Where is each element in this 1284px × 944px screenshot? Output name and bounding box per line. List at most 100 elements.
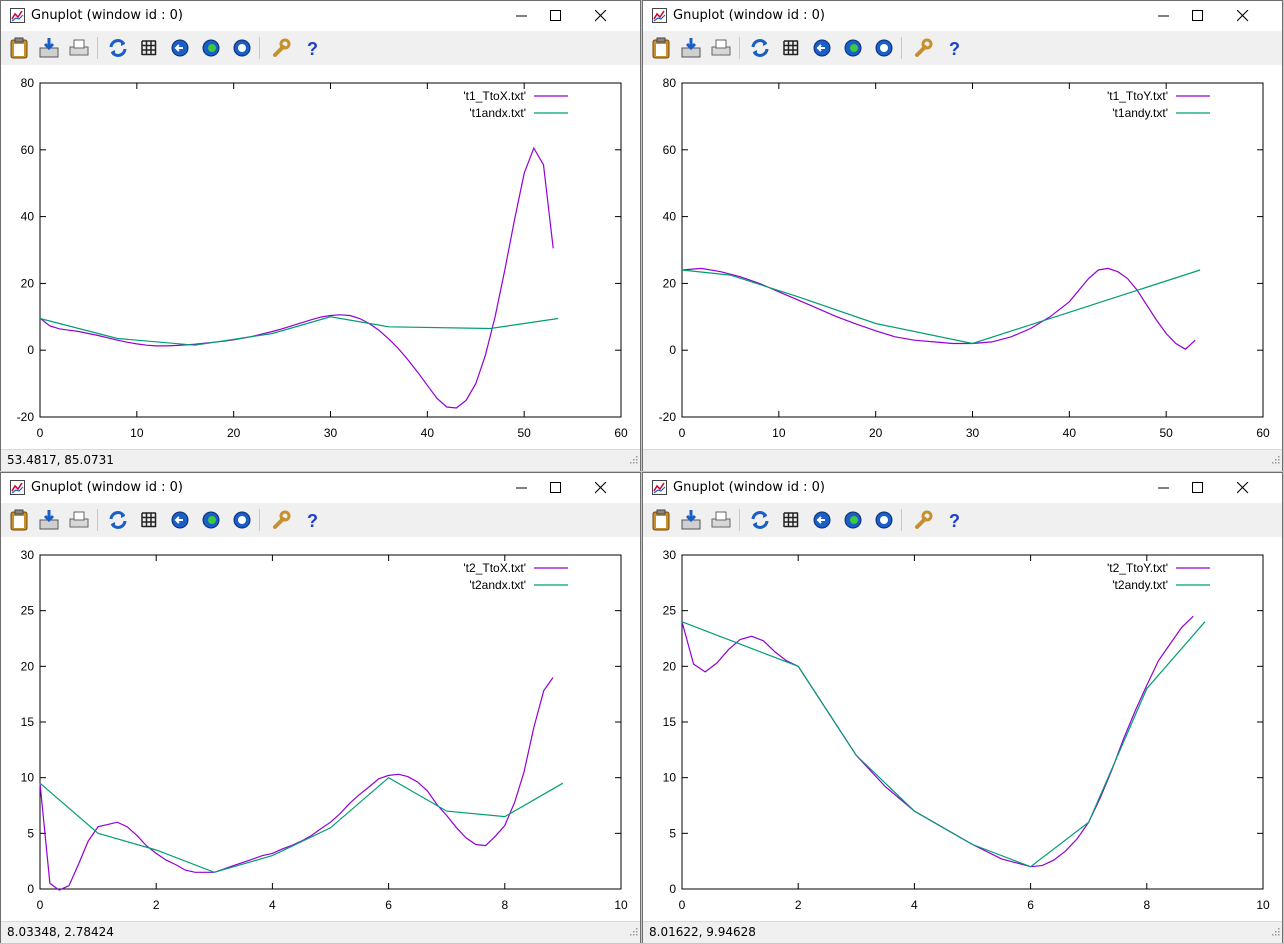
title-bar[interactable]: Gnuplot (window id : 0): [1, 1, 640, 31]
minimize-button[interactable]: [499, 1, 545, 31]
legend-label: 't1_TtoY.txt': [1107, 89, 1168, 103]
x-tick-label: 20: [869, 426, 883, 440]
print-button[interactable]: [67, 36, 91, 60]
options-wrench-button[interactable]: [911, 508, 935, 532]
zoom-next-button[interactable]: [199, 36, 223, 60]
print-icon: [69, 511, 89, 528]
resize-grip-icon[interactable]: [628, 923, 638, 941]
gnuplot-app-icon: [10, 8, 25, 23]
copy-clipboard-button[interactable]: [649, 508, 673, 532]
help-button[interactable]: ?: [942, 36, 966, 60]
resize-grip-icon[interactable]: [1270, 923, 1280, 941]
y-tick-label: 60: [663, 143, 677, 157]
maximize-button[interactable]: [533, 1, 579, 31]
y-tick-label: -20: [17, 410, 35, 424]
zoom-next-button[interactable]: [841, 508, 865, 532]
maximize-icon: [1192, 10, 1203, 21]
help-button[interactable]: ?: [300, 36, 324, 60]
refresh-button[interactable]: [748, 36, 772, 60]
resize-grip-icon[interactable]: [1270, 451, 1280, 469]
minimize-button[interactable]: [1141, 1, 1187, 31]
options-wrench-icon: [915, 510, 933, 529]
plot-area[interactable]: 0 2 4 6 8 10 0 5 10 15 20 25 30 't2_TtoY.txt' 't2andy.…: [643, 537, 1282, 921]
minimize-button[interactable]: [1141, 473, 1187, 503]
legend-label: 't1andx.txt': [469, 106, 526, 120]
refresh-icon: [109, 39, 127, 57]
x-tick-label: 60: [1256, 426, 1270, 440]
legend-label: 't1andy.txt': [1112, 106, 1168, 120]
svg-text:?: ?: [307, 511, 318, 531]
zoom-next-button[interactable]: [199, 508, 223, 532]
zoom-previous-button[interactable]: [168, 508, 192, 532]
plot-border: [681, 82, 1264, 418]
y-tick-label: -20: [659, 410, 677, 424]
y-tick-label: 80: [663, 76, 677, 90]
refresh-button[interactable]: [748, 508, 772, 532]
title-bar[interactable]: Gnuplot (window id : 0): [1, 473, 640, 503]
grid-button[interactable]: [137, 36, 161, 60]
series-line: [39, 677, 554, 891]
maximize-button[interactable]: [1175, 1, 1221, 31]
help-button[interactable]: ?: [942, 508, 966, 532]
replot-export-button[interactable]: [37, 508, 61, 532]
status-bar: 8.03348, 2.78424: [1, 921, 640, 943]
y-tick-label: 25: [21, 604, 35, 618]
options-wrench-button[interactable]: [911, 36, 935, 60]
grid-button[interactable]: [779, 36, 803, 60]
maximize-button[interactable]: [1175, 473, 1221, 503]
zoom-previous-button[interactable]: [810, 36, 834, 60]
status-bar: 8.01622, 9.94628: [643, 921, 1282, 943]
replot-export-icon: [39, 38, 59, 58]
window-title: Gnuplot (window id : 0): [31, 480, 183, 495]
x-tick-label: 4: [269, 898, 276, 912]
options-wrench-button[interactable]: [269, 36, 293, 60]
close-icon: [595, 482, 607, 494]
print-button[interactable]: [709, 508, 733, 532]
copy-clipboard-button[interactable]: [7, 508, 31, 532]
unzoom-button[interactable]: [872, 508, 896, 532]
x-tick-label: 40: [1063, 426, 1077, 440]
close-button[interactable]: [1220, 473, 1266, 503]
title-bar[interactable]: Gnuplot (window id : 0): [643, 473, 1282, 503]
y-tick-label: 30: [21, 548, 35, 562]
unzoom-button[interactable]: [230, 508, 254, 532]
replot-export-button[interactable]: [37, 36, 61, 60]
maximize-button[interactable]: [533, 473, 579, 503]
copy-clipboard-button[interactable]: [649, 36, 673, 60]
grid-button[interactable]: [779, 508, 803, 532]
grid-button[interactable]: [137, 508, 161, 532]
plot-area[interactable]: 0 10 20 30 40 50 60 -20 0 20 40 60 80't1_TtoY.txt''t…: [643, 65, 1282, 449]
plot-area[interactable]: 0 2 4 6 8 10 0 5 10 15 20 25 30 't2_TtoX.txt' 't2andx.…: [1, 537, 640, 921]
copy-clipboard-button[interactable]: [7, 36, 31, 60]
grid-icon: [141, 40, 157, 56]
zoom-next-button[interactable]: [841, 36, 865, 60]
y-tick-label: 20: [21, 276, 35, 290]
minimize-button[interactable]: [499, 473, 545, 503]
unzoom-button[interactable]: [230, 36, 254, 60]
title-bar[interactable]: Gnuplot (window id : 0): [643, 1, 1282, 31]
zoom-previous-button[interactable]: [168, 36, 192, 60]
y-tick-label: 30: [663, 548, 677, 562]
zoom-previous-button[interactable]: [810, 508, 834, 532]
close-button[interactable]: [578, 473, 624, 503]
close-icon: [1237, 482, 1249, 494]
y-tick-label: 0: [669, 882, 676, 896]
print-button[interactable]: [67, 508, 91, 532]
x-tick-label: 10: [614, 898, 628, 912]
help-button[interactable]: ?: [300, 508, 324, 532]
close-button[interactable]: [578, 1, 624, 31]
plot-area[interactable]: 0 10 20 30 40 50 60 -20 0 20 40 60 80't1_TtoX.txt''t…: [1, 65, 640, 449]
replot-export-button[interactable]: [679, 508, 703, 532]
options-wrench-button[interactable]: [269, 508, 293, 532]
zoom-next-icon: [844, 511, 862, 529]
replot-export-button[interactable]: [679, 36, 703, 60]
refresh-button[interactable]: [106, 36, 130, 60]
print-button[interactable]: [709, 36, 733, 60]
series-line: [681, 615, 1194, 868]
x-tick-label: 0: [679, 426, 686, 440]
refresh-button[interactable]: [106, 508, 130, 532]
resize-grip-icon[interactable]: [628, 451, 638, 469]
close-button[interactable]: [1220, 1, 1266, 31]
unzoom-button[interactable]: [872, 36, 896, 60]
y-tick-label: 5: [669, 826, 676, 840]
